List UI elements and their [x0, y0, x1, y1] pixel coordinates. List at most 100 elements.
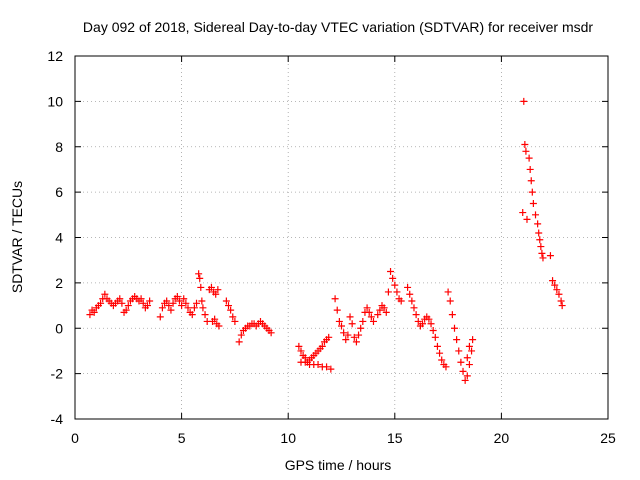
- data-point: [376, 306, 384, 314]
- data-point: [235, 338, 243, 346]
- data-point: [297, 347, 305, 355]
- data-point: [549, 277, 557, 285]
- data-point: [453, 336, 461, 344]
- data-point: [444, 288, 452, 296]
- y-axis-label: SDTVAR / TECUs: [9, 181, 25, 293]
- data-point: [295, 342, 303, 350]
- data-point: [429, 327, 437, 335]
- data-point: [387, 268, 395, 276]
- data-point: [414, 317, 422, 325]
- data-point: [158, 304, 166, 312]
- data-point: [425, 315, 433, 323]
- data-point: [267, 329, 275, 337]
- data-point: [195, 270, 203, 278]
- data-point: [384, 288, 392, 296]
- y-tick-label: 6: [55, 184, 63, 200]
- data-point: [201, 311, 209, 319]
- data-point: [156, 313, 164, 321]
- data-point: [367, 313, 375, 321]
- data-point: [314, 361, 322, 369]
- data-point: [237, 331, 245, 339]
- data-point: [118, 299, 126, 307]
- grid-lines: [75, 56, 608, 419]
- data-point: [323, 363, 331, 371]
- y-tick-label: 0: [55, 320, 63, 336]
- data-point: [448, 311, 456, 319]
- data-points: [86, 97, 566, 384]
- data-point: [355, 331, 363, 339]
- y-tick-label: 4: [55, 230, 63, 246]
- data-point: [363, 304, 371, 312]
- data-point: [212, 290, 220, 298]
- data-point: [365, 308, 373, 316]
- data-point: [450, 324, 458, 332]
- data-point: [461, 376, 469, 384]
- data-point: [163, 297, 171, 305]
- y-tick-label: 2: [55, 275, 63, 291]
- data-point: [180, 295, 188, 303]
- data-point: [211, 315, 219, 323]
- data-point: [318, 342, 326, 350]
- data-point: [410, 304, 418, 312]
- data-point: [122, 306, 130, 314]
- data-point: [520, 97, 528, 105]
- data-point: [190, 304, 198, 312]
- data-point: [463, 372, 471, 380]
- y-tick-label: 10: [47, 93, 63, 109]
- data-point: [229, 313, 237, 321]
- data-point: [523, 215, 531, 223]
- data-point: [408, 297, 416, 305]
- data-point: [359, 317, 367, 325]
- data-point: [455, 347, 463, 355]
- data-point: [146, 297, 154, 305]
- data-point: [369, 317, 377, 325]
- data-point: [169, 299, 177, 307]
- data-point: [536, 236, 544, 244]
- data-point: [198, 297, 206, 305]
- data-point: [124, 302, 132, 310]
- y-tick-label: -4: [51, 411, 64, 427]
- data-point: [459, 367, 467, 375]
- x-tick-label: 20: [494, 430, 510, 446]
- data-point: [438, 356, 446, 364]
- x-tick-label: 10: [280, 430, 296, 446]
- data-point: [535, 229, 543, 237]
- data-point: [431, 333, 439, 341]
- x-axis-label: GPS time / hours: [285, 457, 392, 473]
- data-point: [139, 299, 147, 307]
- x-tick-label: 5: [178, 430, 186, 446]
- data-point: [215, 322, 223, 330]
- data-point: [175, 297, 183, 305]
- data-point: [546, 252, 554, 260]
- data-point: [333, 306, 341, 314]
- data-point: [214, 286, 222, 294]
- data-point: [557, 297, 565, 305]
- data-point: [331, 295, 339, 303]
- data-point: [532, 211, 540, 219]
- x-tick-label: 0: [71, 430, 79, 446]
- data-point: [528, 188, 536, 196]
- data-point: [433, 342, 441, 350]
- data-point: [178, 302, 186, 310]
- data-point: [188, 311, 196, 319]
- data-point: [222, 297, 230, 305]
- data-point: [534, 220, 542, 228]
- data-point: [327, 365, 335, 373]
- data-point: [340, 329, 348, 337]
- y-tick-label: 8: [55, 139, 63, 155]
- data-point: [393, 288, 401, 296]
- data-point: [97, 299, 105, 307]
- data-point: [521, 140, 529, 148]
- data-point: [527, 177, 535, 185]
- data-point: [442, 363, 450, 371]
- data-point: [227, 306, 235, 314]
- data-point: [397, 297, 405, 305]
- data-point: [197, 283, 205, 291]
- chart-title: Day 092 of 2018, Sidereal Day-to-day VTE…: [83, 19, 593, 35]
- y-tick-label: -2: [51, 366, 64, 382]
- data-point: [529, 199, 537, 207]
- data-point: [182, 299, 190, 307]
- data-point: [436, 349, 444, 357]
